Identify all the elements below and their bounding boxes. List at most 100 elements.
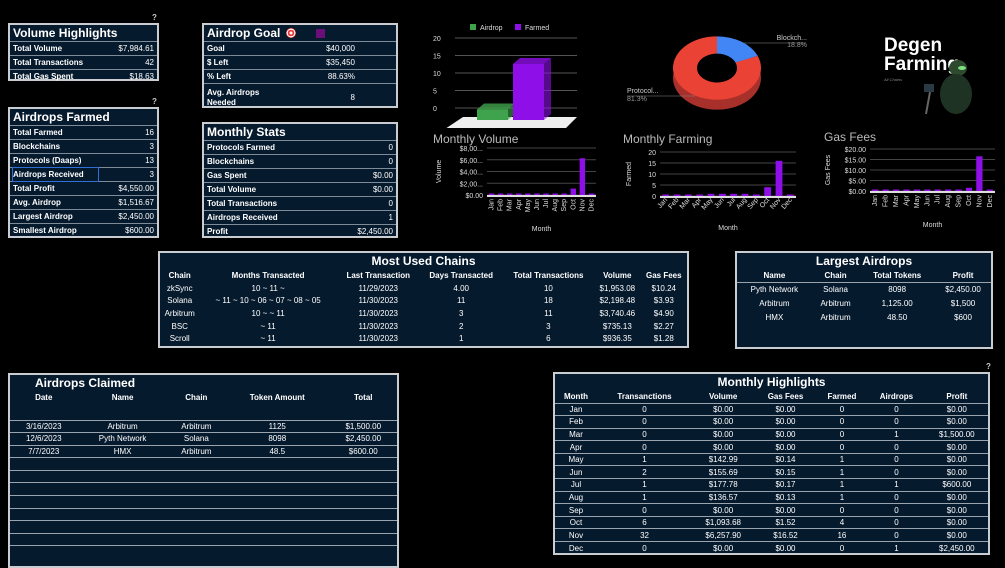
stat-row: Total Transactions 42 [10, 55, 157, 69]
x-tick-label: Dec [588, 199, 595, 212]
stat-label: Total Volume [13, 44, 63, 53]
column-header: Months Transacted [231, 271, 305, 280]
stat-label: Total Volume [207, 185, 257, 194]
frog-mascot-icon [924, 60, 972, 115]
table-cell: 0 [597, 541, 693, 555]
table-cell: 0 [816, 415, 868, 429]
table-cell: HMX [113, 446, 132, 456]
table-cell: Sep [555, 503, 598, 517]
x-tick-label: Jan [872, 195, 879, 206]
x-tick-label: Mar [679, 196, 693, 210]
help-icon[interactable]: ? [152, 13, 157, 22]
bar [775, 160, 783, 196]
bar [662, 194, 670, 196]
monthly-farming-chart: Monthly Farming05101520JanFebMarAprMayJu… [623, 132, 796, 232]
airdrops-farmed-panel: Airdrops Farmed Total Farmed 16 Blockchain… [8, 107, 159, 238]
table-cell: $735.13 [602, 321, 632, 331]
table-cell: $4.90 [653, 308, 674, 318]
stat-label: Total Profit [13, 184, 55, 193]
stat-label: Avg. Airdrop [13, 198, 61, 207]
table-cell: $0.13 [754, 490, 817, 504]
table-cell: $0.00 [692, 427, 755, 441]
table-cell: 6 [597, 515, 693, 529]
panel-title: Largest Airdrops [815, 254, 913, 268]
most-used-chains-table: Chain Months Transacted Last Transaction Da… [160, 269, 687, 345]
stat-row: Total Farmed 16 [10, 125, 157, 139]
stat-value: 88.63% [327, 72, 355, 81]
stat-row: Protocols Farmed 0 [204, 140, 396, 154]
table-cell: May [555, 452, 598, 466]
help-icon[interactable]: ? [986, 362, 991, 371]
bar [965, 187, 973, 191]
stat-row: $ Left $35,450 [204, 55, 396, 69]
chart-title: Gas Fees [824, 130, 876, 144]
table-cell: 0 [597, 440, 693, 454]
x-tick-label: Jun [534, 199, 541, 210]
target-icon [286, 28, 297, 38]
column-header: Airdrops [879, 391, 914, 401]
table-row: 3/16/2023 Arbitrum Arbitrum 1125 $1,500.00 [10, 420, 397, 433]
table-cell: 11 [544, 308, 553, 318]
table-cell: $0.00 [754, 440, 817, 454]
stat-label: Total Gas Spent [13, 72, 74, 81]
stat-label: Protocols Farmed [207, 143, 276, 152]
table-cell: $1,093.68 [692, 515, 755, 529]
table-cell: 1 [816, 490, 868, 504]
column-header: Chain [168, 271, 191, 280]
table-cell: $0.00 [925, 528, 988, 542]
bar-top [477, 103, 515, 110]
x-axis-label: Month [718, 225, 738, 232]
x-tick-label: Jul [726, 196, 737, 208]
table-cell: Solana [183, 434, 209, 444]
table-cell: $0.00 [925, 490, 988, 504]
slice [673, 36, 761, 100]
stat-label: Profit [207, 227, 228, 236]
table-cell: 0 [867, 402, 926, 416]
table-cell: $177.78 [692, 478, 755, 492]
table-cell: $1,500.00 [925, 427, 988, 441]
table-cell: 1125 [268, 421, 286, 431]
table-cell: ~ 11 [260, 321, 276, 331]
column-header: Gas Fees [645, 271, 682, 280]
table-cell: 32 [597, 528, 693, 542]
table-cell: 3 [458, 308, 464, 318]
slice-percent: 81.3% [627, 96, 647, 103]
y-tick-label: $20.00 [845, 147, 867, 154]
most-used-chains-panel: Most Used Chains Chain Months Transacted L… [158, 251, 689, 348]
table-cell: HMX [765, 312, 784, 322]
y-tick-label: $5.00 [848, 179, 866, 186]
y-tick-label: 5 [433, 89, 437, 96]
table-cell: 16 [816, 528, 868, 542]
table-cell: Oct [555, 515, 598, 529]
help-icon[interactable]: ? [152, 97, 157, 106]
table-cell: 1 [597, 490, 693, 504]
y-tick-label: $4,00... [460, 170, 483, 177]
table-cell: 0 [816, 440, 868, 454]
stat-label: Airdrops Received [12, 167, 99, 182]
stat-row: Total Profit $4,550.00 [10, 181, 157, 195]
x-tick-label: Aug [552, 199, 559, 212]
y-tick-label: $0.00 [848, 189, 866, 196]
x-tick-label: Jun [924, 195, 931, 206]
stat-value: $600.00 [125, 226, 154, 235]
stat-row: Goal $40,000 [204, 41, 396, 55]
table-cell: 3/16/2023 [25, 421, 62, 431]
table-cell: $142.99 [692, 452, 755, 466]
table-cell: 12/6/2023 [25, 434, 62, 444]
table-cell: 0 [597, 427, 693, 441]
table-cell: $0.00 [925, 515, 988, 529]
stat-row: Smallest Airdrop $600.00 [10, 223, 157, 237]
x-tick-label: Nov [579, 199, 586, 212]
airdrop-farmed-3d-chart: Airdrop Farmed 0 5 10 15 20 [433, 24, 577, 128]
stat-value: 0 [388, 199, 393, 208]
stat-value: 13 [145, 156, 154, 165]
column-header: Transanctions [617, 391, 672, 401]
y-tick-label: $8,00... [460, 146, 483, 153]
bar [764, 187, 772, 196]
table-cell: Pyth Network [750, 284, 799, 294]
stat-label: Total Transactions [13, 58, 84, 67]
table-cell: Arbitrum [820, 312, 851, 322]
stat-row: Blockchains 0 [204, 154, 396, 168]
bar [477, 109, 508, 120]
header-row: Chain Months Transacted Last Transaction Da… [160, 269, 687, 282]
